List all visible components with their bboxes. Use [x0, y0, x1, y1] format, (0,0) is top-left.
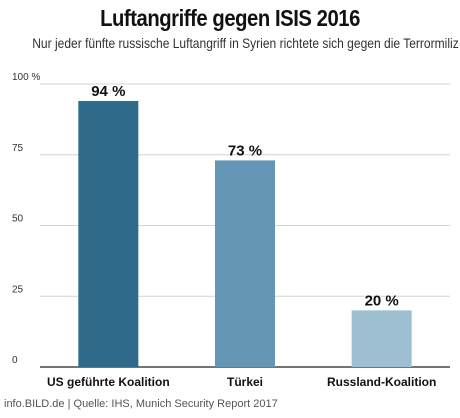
bar-value-label: 73 % [228, 142, 262, 159]
y-tick-label: 75 [12, 143, 24, 154]
x-category-label: Russland-Koalition [327, 375, 436, 389]
x-category-label: US geführte Koalition [47, 375, 170, 389]
bar-value-label: 20 % [365, 292, 399, 309]
y-tick-label: 0 [12, 355, 18, 366]
bar [215, 160, 275, 367]
chart-subtitle: Nur jeder fünfte russische Luftangriff i… [32, 35, 459, 51]
y-tick-label: 25 [12, 284, 24, 295]
chart-title: Luftangriffe gegen ISIS 2016 [100, 5, 360, 31]
y-tick-label: 50 [12, 214, 24, 225]
bar [351, 310, 412, 367]
bar [78, 100, 139, 367]
x-category-label: Türkei [227, 375, 263, 389]
bar-value-label: 94 % [91, 83, 125, 100]
source-note: info.BILD.de | Quelle: IHS, Munich Secur… [4, 398, 278, 410]
y-tick-label: 100 % [12, 72, 40, 83]
